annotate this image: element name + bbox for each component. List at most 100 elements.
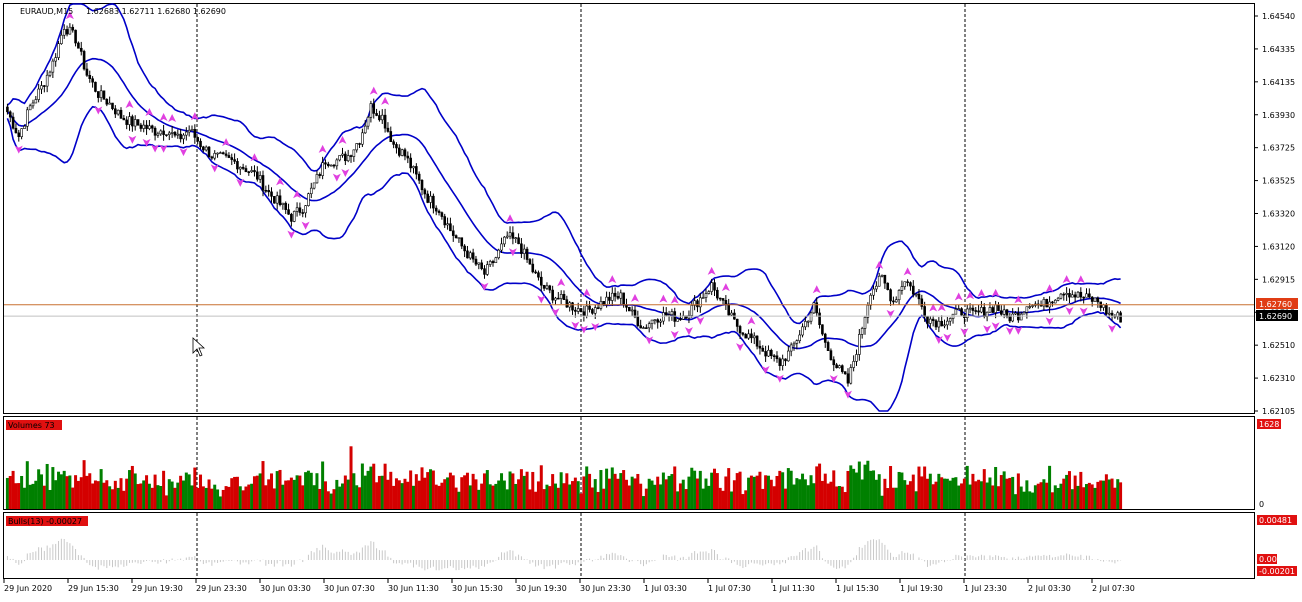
candle-body [28,105,32,111]
volume-bar [482,473,486,509]
fractal-up-icon [1062,275,1071,284]
volume-bar [181,480,185,509]
candle-body [784,358,787,362]
fractal-down-icon [236,178,245,187]
volume-bar [1085,484,1089,509]
fractal-down-icon [94,106,103,115]
volume-bar [397,480,401,509]
candle-body [1005,309,1009,317]
candle-body [500,243,503,251]
candle-body [43,85,46,87]
volume-bar [130,465,134,509]
bulls-panel[interactable] [3,512,1255,579]
candle-body [946,320,949,326]
price-tick-label: 1.63320 [1262,210,1295,219]
volume-bar [1070,489,1074,509]
volume-bar [1050,492,1054,509]
volume-bar [201,486,205,509]
candle-body [596,307,600,309]
volume-bar [122,490,126,509]
volume-bar [1093,487,1097,509]
fractal-down-icon [934,336,943,345]
fractal-down-icon [142,138,151,147]
volume-bar [585,466,589,509]
volume-bar [358,487,362,509]
volume-bar [539,465,543,509]
volume-bar [230,478,234,509]
volume-bar [360,463,364,509]
volume-bar [573,477,577,509]
candle-body [974,310,978,312]
fractal-down-icon [210,164,219,173]
candle-body [934,320,938,328]
candle-body [511,232,515,239]
candle-body [795,340,799,344]
volume-bar [304,472,308,509]
price-tick-label: 1.64540 [1262,12,1295,21]
candle-body [389,131,393,142]
candle-body [1073,294,1077,298]
volume-bar [437,485,441,509]
volume-bar [854,472,858,509]
candle-body [744,334,748,339]
time-tick-label: 29 Jun 2020 [4,584,52,593]
main-price-panel[interactable] [3,3,1255,414]
candle-body [361,132,364,145]
volume-bar [241,490,245,509]
candle-body [1093,297,1097,302]
volume-bar [272,488,276,509]
volume-bar [829,481,833,509]
volume-bar [534,491,538,509]
volume-bar [471,473,475,509]
volume-bar [278,469,282,509]
candle-body [116,109,120,115]
volume-bar [659,484,663,509]
candle-body [954,308,958,315]
candle-body [136,119,140,126]
volume-bar [730,491,734,509]
fractal-down-icon [991,322,1000,331]
candle-body [838,365,841,369]
volume-bar [460,477,464,509]
candle-body [840,365,844,372]
volume-bar [715,473,719,509]
volume-bar [749,475,753,509]
volume-bar [815,466,819,509]
bid-price-tag-bg [1256,310,1298,321]
volume-bar [943,478,947,509]
candle-body [755,335,759,347]
candle-body [636,316,640,326]
candle-body [40,85,43,90]
volume-bar [866,460,870,509]
candle-body [1096,297,1100,303]
volume-bar [213,484,217,509]
candle-body [608,296,611,301]
fractal-up-icon [145,108,154,117]
volume-bar [1011,476,1015,509]
volume-bar [948,480,952,509]
candle-body [273,196,276,204]
volume-bar [162,470,166,509]
volume-bar [977,479,981,509]
fractal-down-icon [151,144,160,153]
volume-bar [775,475,779,509]
volume-bars [5,446,1123,509]
volume-bar [582,476,586,509]
volume-bar [457,491,461,509]
volume-bar [627,485,631,509]
volume-bar [801,473,805,509]
volume-bar [769,479,773,509]
volume-bar [971,473,975,509]
candle-body [1045,299,1049,308]
volume-bar [599,470,603,509]
volume-bar [406,481,410,509]
volume-bar [108,486,112,509]
candle-body [108,102,111,105]
fractal-up-icon [954,292,963,301]
candle-body [977,310,980,313]
volume-bar [923,466,927,509]
candle-body [443,216,447,226]
volume-bar [1005,478,1009,509]
volume-bar [622,470,626,509]
